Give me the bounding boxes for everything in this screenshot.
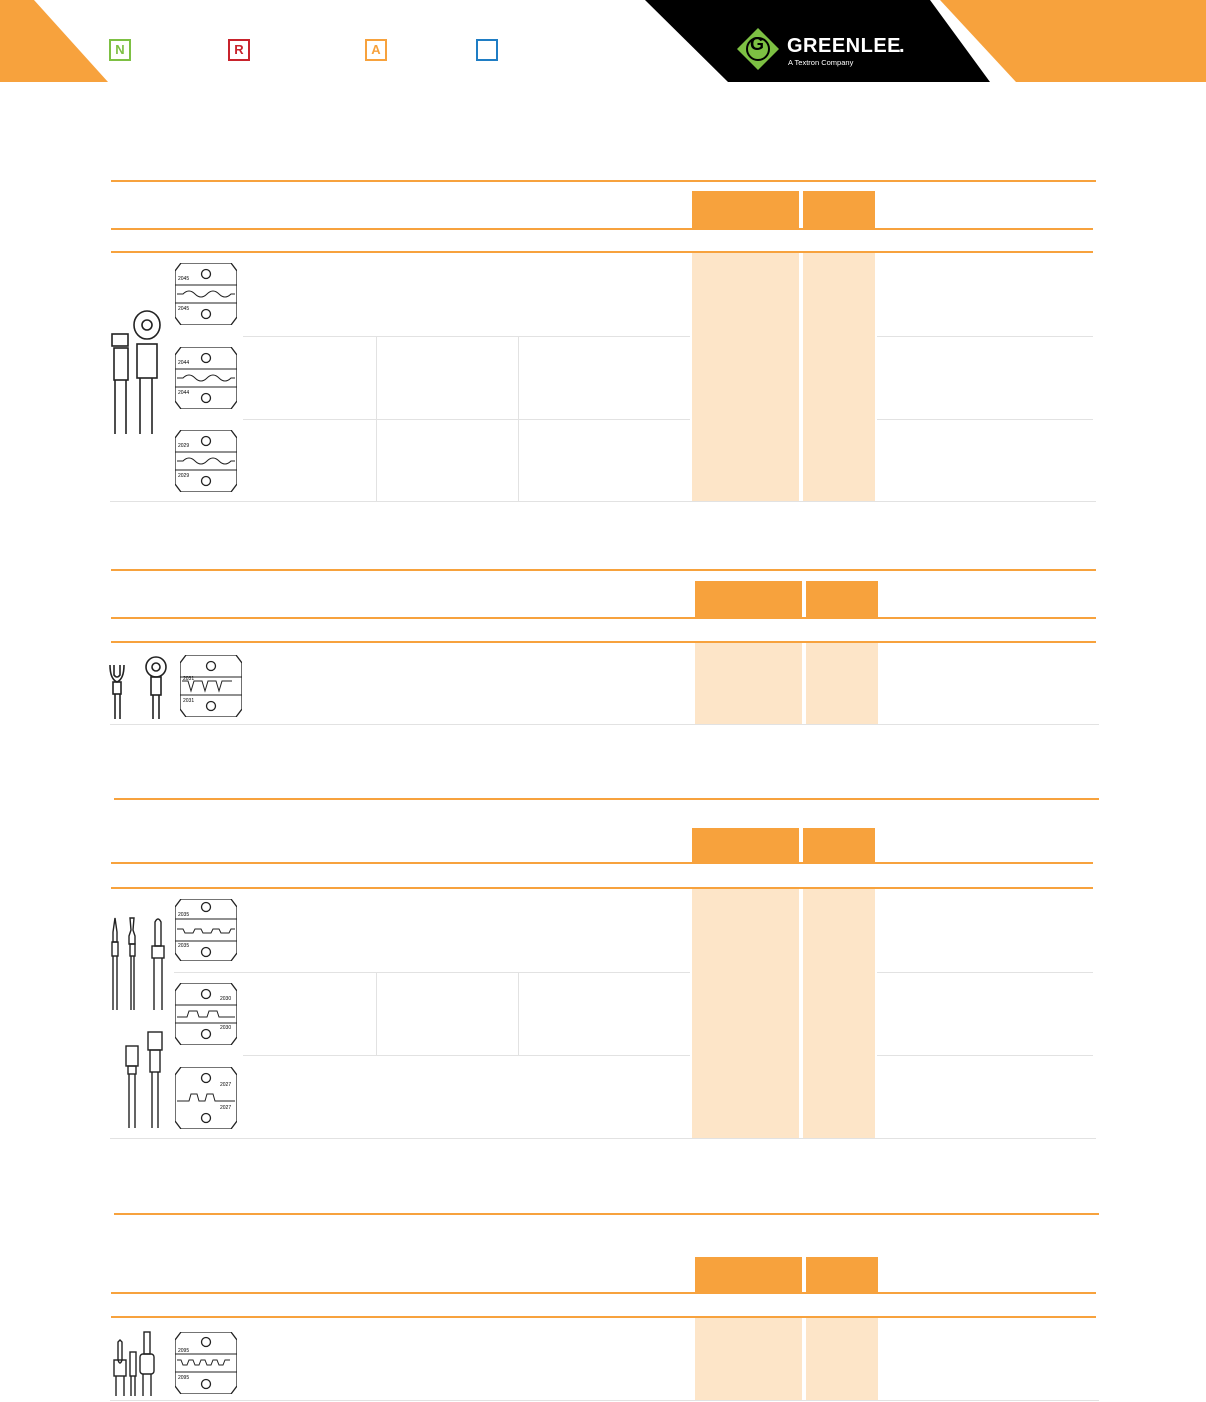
highlight-column-2 (803, 889, 875, 1138)
column-header-1 (695, 581, 802, 617)
highlight-column-2 (806, 643, 878, 724)
die-label-top: 2030 (220, 996, 231, 1002)
die-label-top: 2035 (178, 912, 189, 918)
die-label-top: 2029 (178, 443, 189, 449)
highlight-column-2 (803, 253, 875, 501)
die-label-top: 2095 (178, 1348, 189, 1354)
left-accent-shape (0, 0, 108, 82)
header-rule (111, 862, 1093, 864)
row-divider (243, 1055, 690, 1056)
die-label-top: 2044 (178, 360, 189, 366)
disconnect-connectors-icon (125, 1031, 163, 1128)
row-divider (243, 419, 690, 420)
subheader-rule (111, 1316, 1096, 1318)
die-label-top: 2027 (220, 1082, 231, 1088)
column-header-2 (803, 191, 875, 228)
insulated-terminals-icon (111, 310, 161, 434)
logo-mark-letter: G (750, 34, 765, 54)
column-header-2 (806, 581, 878, 617)
highlight-column-1 (692, 253, 799, 501)
section-top-rule (111, 569, 1096, 571)
logo-mark-icon (737, 28, 779, 70)
section-bottom-rule (110, 501, 1096, 502)
right-accent-shape (940, 0, 1206, 82)
column-header-1 (695, 1257, 802, 1293)
header-rule (111, 228, 1093, 230)
die-label-bottom: 2095 (178, 1375, 189, 1381)
badge-blank (476, 39, 498, 61)
section-bottom-rule (110, 724, 1099, 725)
column-divider (518, 337, 519, 501)
header-rule (111, 617, 1096, 619)
die-label-bottom: 2031 (183, 698, 194, 704)
logo-band (645, 0, 990, 82)
section-top-rule (111, 180, 1096, 182)
column-divider (376, 337, 377, 501)
row-divider (243, 336, 690, 337)
highlight-column-1 (695, 1318, 802, 1400)
pin-connectors-icon (111, 917, 165, 1010)
column-header-1 (692, 828, 799, 864)
die-label-top: 2045 (178, 276, 189, 282)
column-divider (376, 973, 377, 1056)
logo-trademark: . (899, 35, 905, 57)
row-divider (877, 419, 1093, 420)
column-divider (518, 973, 519, 1056)
subheader-rule (111, 641, 1096, 643)
non-insulated-terminals-icon (109, 656, 167, 719)
highlight-column-1 (692, 889, 799, 1138)
die-2027-icon: 2027 2027 (175, 1067, 237, 1129)
header-rule (111, 1292, 1096, 1294)
die-2045-icon: 2045 2045 (175, 263, 237, 325)
die-2030-icon: 2030 2030 (175, 983, 237, 1045)
die-2035-icon: 2035 2035 (175, 899, 237, 961)
section-top-rule (114, 798, 1099, 800)
highlight-column-2 (806, 1318, 878, 1400)
die-label-bottom: 2044 (178, 390, 189, 396)
highlight-column-1 (695, 643, 802, 724)
die-label-bottom: 2027 (220, 1105, 231, 1111)
ferrules-icon (113, 1331, 155, 1396)
header-decoration (0, 0, 1206, 82)
die-label-bottom: 2045 (178, 306, 189, 312)
die-2031-icon: 2031 2031 (180, 655, 242, 717)
logo-tagline: A Textron Company (788, 58, 854, 67)
badge-n: N (109, 39, 131, 61)
column-header-1 (692, 191, 799, 228)
column-header-2 (806, 1257, 878, 1293)
row-divider (877, 972, 1093, 973)
logo-brand-name: GREENLEE (787, 35, 902, 57)
die-label-bottom: 2029 (178, 473, 189, 479)
die-2029-icon: 2029 2029 (175, 430, 237, 492)
row-divider (877, 336, 1093, 337)
section-bottom-rule (110, 1400, 1099, 1401)
section-bottom-rule (110, 1138, 1096, 1139)
die-2095-icon: 2095 2095 (175, 1332, 237, 1394)
die-label-bottom: 2030 (220, 1025, 231, 1031)
badge-r: R (228, 39, 250, 61)
row-divider (877, 1055, 1093, 1056)
section-top-rule (114, 1213, 1099, 1215)
badge-a: A (365, 39, 387, 61)
subheader-rule (111, 887, 1093, 889)
die-2044-icon: 2044 2044 (175, 347, 237, 409)
row-divider (174, 972, 690, 973)
subheader-rule (111, 251, 1093, 253)
die-label-top: 2031 (183, 676, 194, 682)
column-header-2 (803, 828, 875, 864)
die-label-bottom: 2035 (178, 943, 189, 949)
